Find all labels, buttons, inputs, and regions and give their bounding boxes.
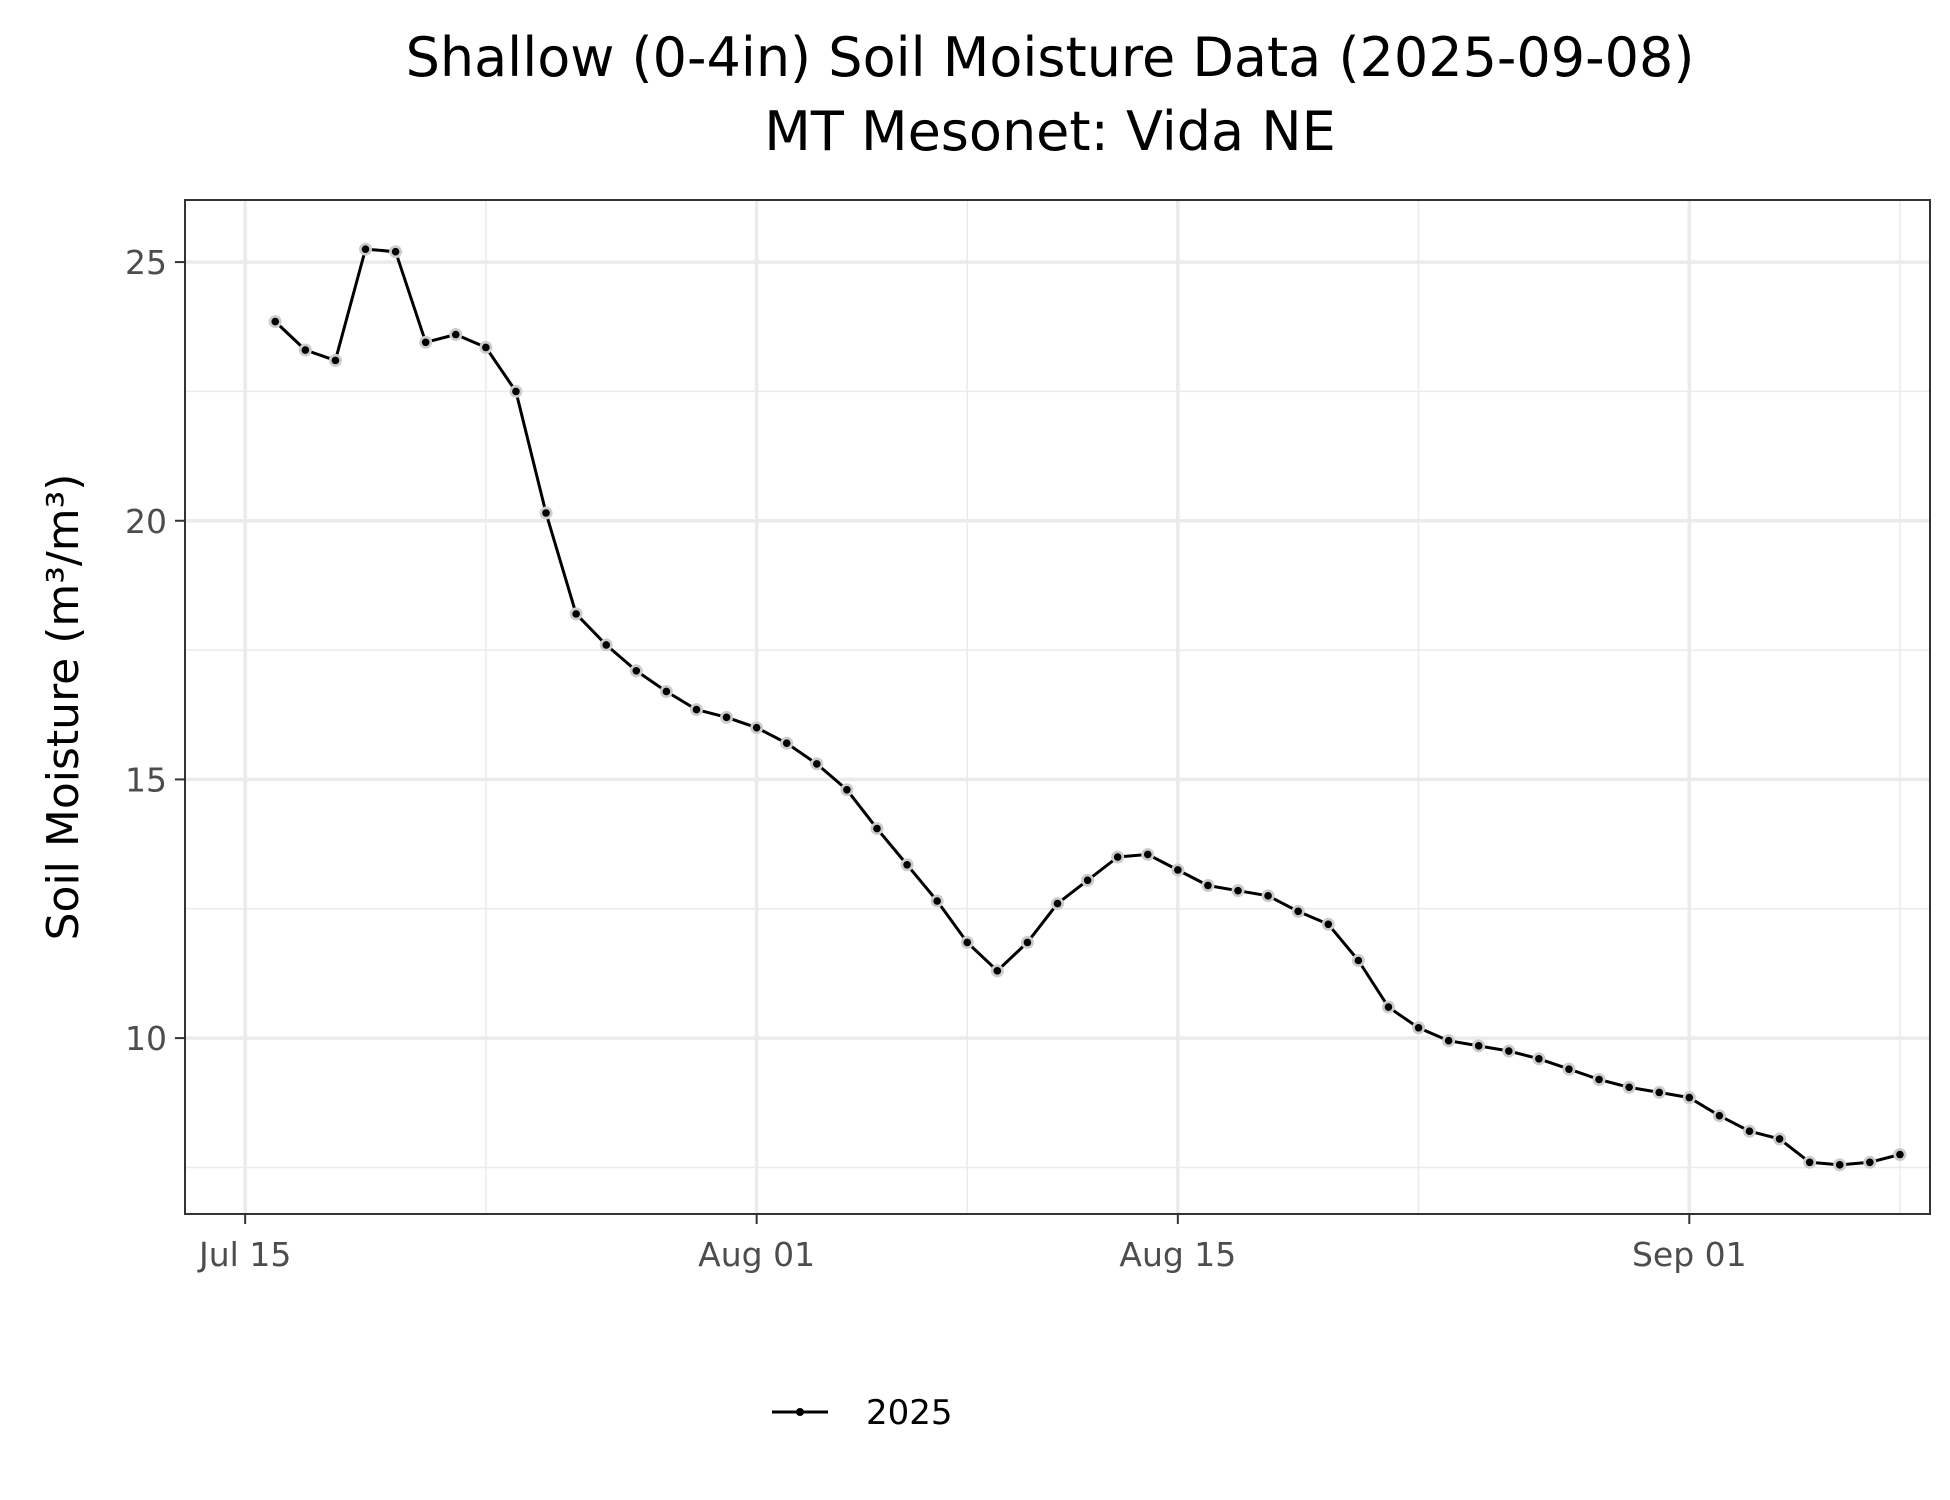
x-tick-label: Jul 15 xyxy=(197,1235,291,1274)
data-point xyxy=(1805,1158,1814,1167)
legend-key-marker xyxy=(796,1408,804,1416)
y-tick-label: 25 xyxy=(125,243,167,282)
data-point xyxy=(1444,1036,1453,1045)
data-point xyxy=(993,967,1002,975)
data-point xyxy=(873,824,881,833)
data-point xyxy=(1294,907,1302,916)
data-point xyxy=(1835,1161,1844,1169)
y-tick-label: 15 xyxy=(125,760,167,799)
data-point xyxy=(361,245,370,253)
data-point xyxy=(1745,1127,1754,1136)
y-tick-label: 10 xyxy=(125,1019,167,1058)
data-point xyxy=(1354,956,1363,965)
y-axis: 10 15 20 25 xyxy=(125,243,185,1058)
y-axis-title: Soil Moisture (m³/m³) xyxy=(38,474,89,941)
data-point xyxy=(1384,1003,1393,1011)
data-point xyxy=(963,938,972,947)
data-point xyxy=(572,610,580,618)
data-point xyxy=(632,666,641,675)
data-point xyxy=(301,346,310,354)
legend: 2025 xyxy=(772,1393,953,1433)
data-point xyxy=(391,247,400,256)
data-point xyxy=(1174,866,1182,874)
data-point xyxy=(512,387,520,396)
data-point xyxy=(1896,1150,1904,1159)
data-point xyxy=(482,343,490,352)
x-tick-label: Aug 01 xyxy=(698,1235,815,1274)
data-point xyxy=(1234,886,1242,895)
data-point xyxy=(1655,1088,1664,1097)
data-point xyxy=(722,713,731,722)
chart-subtitle: MT Mesonet: Vida NE xyxy=(764,100,1336,163)
data-point xyxy=(1053,899,1062,908)
data-point xyxy=(1625,1083,1633,1092)
data-point xyxy=(1595,1075,1603,1084)
data-point xyxy=(1023,938,1032,947)
data-point xyxy=(843,785,851,794)
data-point xyxy=(1535,1054,1543,1063)
data-point xyxy=(1775,1135,1784,1143)
data-point xyxy=(1504,1047,1513,1055)
data-point xyxy=(451,330,460,339)
data-point xyxy=(1113,853,1122,861)
data-point xyxy=(1083,876,1092,885)
data-point xyxy=(782,739,791,748)
data-point xyxy=(1866,1158,1874,1167)
data-point xyxy=(1715,1111,1724,1120)
data-point xyxy=(1685,1093,1694,1102)
x-axis: Jul 15 Aug 01 Aug 15 Sep 01 xyxy=(197,1214,1747,1274)
data-point xyxy=(1324,920,1333,929)
data-point xyxy=(542,509,550,517)
data-point xyxy=(692,705,701,714)
chart-title: Shallow (0-4in) Soil Moisture Data (2025… xyxy=(405,26,1695,89)
plot-panel-border xyxy=(184,199,1931,1215)
x-tick-label: Sep 01 xyxy=(1632,1235,1747,1274)
data-point xyxy=(331,356,340,365)
data-point xyxy=(662,687,671,696)
data-point xyxy=(602,641,611,649)
data-point xyxy=(1204,881,1212,890)
data-point xyxy=(421,338,430,347)
data-point xyxy=(933,897,941,905)
data-point xyxy=(1143,850,1152,859)
x-tick-label: Aug 15 xyxy=(1119,1235,1236,1274)
data-point xyxy=(271,317,280,326)
data-point xyxy=(1264,892,1272,900)
major-gridlines xyxy=(185,200,1930,1214)
series-layer xyxy=(268,242,1907,1172)
minor-gridlines xyxy=(185,200,1930,1214)
legend-label-2025: 2025 xyxy=(866,1393,953,1433)
data-point xyxy=(1414,1023,1423,1032)
data-point xyxy=(1474,1042,1483,1050)
y-tick-label: 20 xyxy=(125,502,167,541)
data-point xyxy=(813,760,821,768)
data-point xyxy=(903,860,911,869)
data-point xyxy=(752,723,761,732)
data-point xyxy=(1565,1065,1573,1073)
